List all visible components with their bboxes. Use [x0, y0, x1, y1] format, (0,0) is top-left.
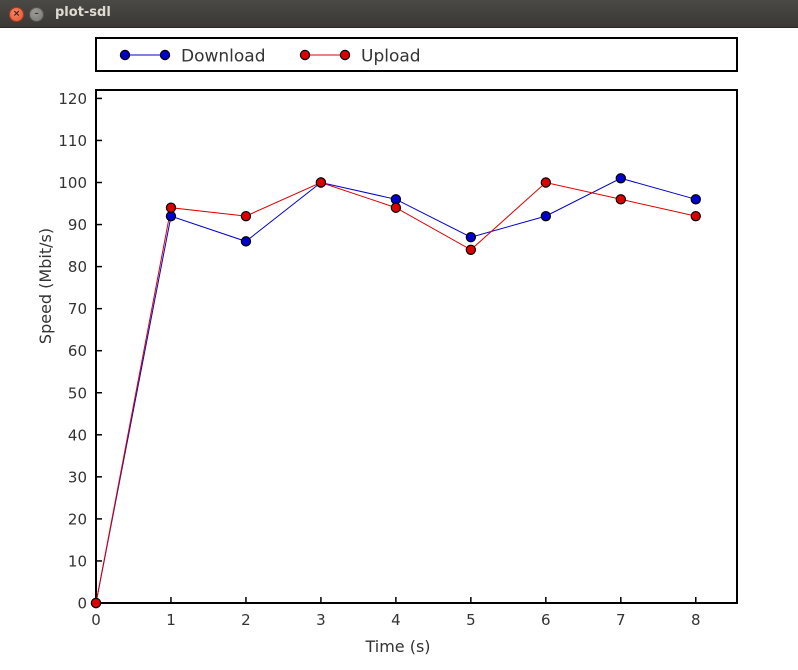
close-icon: ×	[12, 9, 21, 19]
y-tick-label: 80	[68, 258, 87, 276]
data-point-download	[465, 231, 477, 243]
data-point-download	[690, 194, 701, 205]
data-point-download	[615, 173, 626, 184]
x-tick-label: 2	[241, 611, 251, 629]
plot-area: Download Upload 0 10 20 30 40 50 60 70 80 90 100 110…	[0, 28, 798, 666]
x-tick-label: 7	[616, 611, 626, 629]
x-axis-label: Time (s)	[364, 637, 430, 656]
y-tick-label: 20	[68, 510, 87, 528]
series-layer	[90, 173, 701, 609]
y-tick-label: 120	[58, 90, 87, 108]
data-point-upload	[540, 177, 552, 188]
data-point-upload	[165, 202, 177, 213]
window-title: plot-sdl	[55, 5, 111, 20]
x-tick-label: 1	[166, 611, 176, 629]
y-tick-label: 70	[68, 300, 87, 318]
data-point-upload	[90, 597, 102, 609]
y-tick-label: 10	[68, 552, 87, 570]
y-tick-label: 60	[68, 342, 87, 360]
y-tick-label: 90	[68, 216, 87, 234]
x-tick-label: 8	[691, 611, 701, 629]
y-tick-label: 40	[68, 426, 87, 444]
close-button[interactable]: ×	[9, 7, 24, 22]
data-point-upload	[240, 210, 252, 222]
data-point-upload	[390, 202, 402, 213]
series-line-download	[95, 177, 696, 604]
legend-label-upload: Upload	[361, 47, 421, 67]
x-tick-label: 6	[541, 611, 551, 629]
chart: Download Upload 0102030405060708090100110…	[36, 37, 738, 656]
data-point-upload	[690, 210, 701, 222]
data-point-download	[540, 210, 552, 222]
legend-marker	[299, 49, 311, 61]
legend-box	[95, 37, 738, 72]
data-point-upload	[315, 177, 327, 188]
y-axis-label: Speed (Mbit/s)	[36, 228, 55, 344]
legend: Download Upload	[119, 47, 421, 67]
y-tick-label: 110	[58, 132, 87, 150]
legend-label-download: Download	[181, 47, 266, 67]
y-axis: 0 10 20 30 40 50 60 70 80 90 100 110 120	[58, 90, 102, 613]
x-tick-label: 4	[391, 611, 401, 629]
series-line-upload	[95, 181, 696, 604]
y-tick-label: 30	[68, 468, 87, 486]
plot-frame	[95, 89, 738, 604]
x-axis: 0 1 2 3 4 5 6 7 8	[91, 597, 701, 629]
minimize-button[interactable]: –	[29, 7, 44, 22]
x-tick-label: 5	[466, 611, 476, 629]
window-titlebar: × – plot-sdl	[0, 0, 798, 28]
data-point-upload	[615, 194, 626, 205]
data-point-download	[240, 236, 252, 247]
data-point-upload	[465, 244, 477, 255]
legend-marker	[159, 49, 171, 61]
legend-marker	[119, 49, 131, 61]
y-tick-label: 0	[77, 595, 87, 613]
minimize-icon: –	[34, 9, 39, 19]
x-tick-label: 3	[316, 611, 326, 629]
legend-marker	[339, 49, 351, 61]
y-tick-label: 50	[68, 384, 87, 402]
x-tick-label: 0	[91, 611, 101, 629]
y-tick-label: 100	[58, 174, 87, 192]
